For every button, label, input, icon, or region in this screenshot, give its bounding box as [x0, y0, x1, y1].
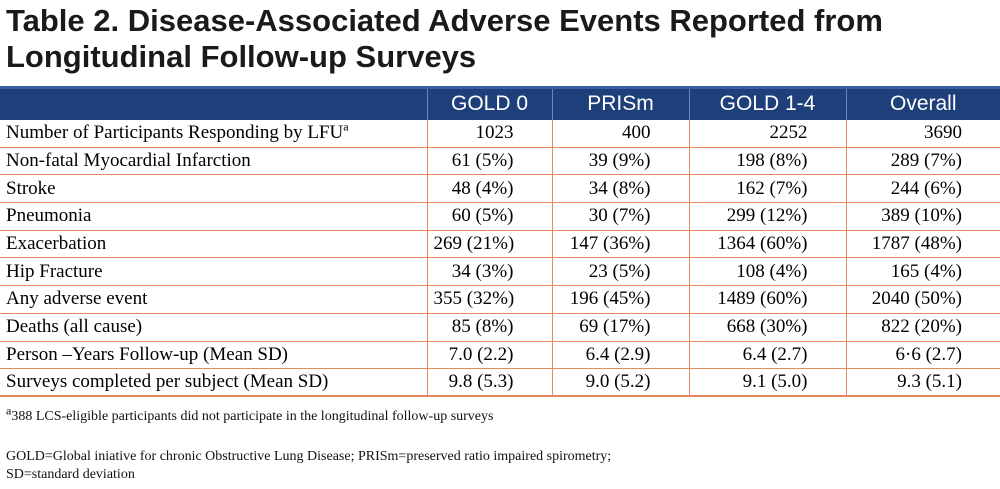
column-header-overall: Overall [845, 87, 1000, 120]
footnote-marker: a [6, 403, 12, 418]
cell-gold0: 34 (3%) [426, 257, 552, 286]
cell-gold0: 60 (5%) [426, 202, 552, 231]
column-header-prism: PRISm [551, 87, 689, 120]
cell-gold0: 7.0 (2.2) [426, 341, 552, 369]
legend-line: GOLD=Global iniative for chronic Obstruc… [6, 449, 612, 464]
cell-prism: 147 (36%) [551, 230, 689, 258]
cell-gold1-4: 6.4 (2.7) [688, 341, 846, 369]
footnote: a388 LCS-eligible participants did not p… [6, 404, 494, 425]
cell-overall: 389 (10%) [845, 202, 1000, 231]
column-header-gold1-4: GOLD 1-4 [688, 87, 846, 120]
row-label: Surveys completed per subject (Mean SD) [6, 371, 329, 393]
cell-gold1-4: 1489 (60%) [688, 285, 846, 314]
cell-gold1-4: 2252 [688, 119, 846, 148]
cell-prism: 69 (17%) [551, 313, 689, 341]
cell-gold0: 355 (32%) [426, 285, 552, 314]
cell-prism: 39 (9%) [551, 147, 689, 175]
cell-gold0: 61 (5%) [426, 147, 552, 175]
table-row: Non-fatal Myocardial Infarction 61 (5%) … [0, 147, 1000, 175]
table-header-row: GOLD 0 PRISm GOLD 1-4 Overall [0, 87, 1000, 120]
cell-prism: 196 (45%) [551, 285, 689, 314]
cell-gold1-4: 1364 (60%) [688, 230, 846, 258]
table-row: Person –Years Follow-up (Mean SD) 7.0 (2… [0, 341, 1000, 369]
table-row: Exacerbation 269 (21%) 147 (36%) 1364 (6… [0, 230, 1000, 258]
table-row: Number of Participants Responding by LFU… [0, 119, 1000, 148]
cell-gold0: 269 (21%) [426, 230, 552, 258]
table-row: Hip Fracture 34 (3%) 23 (5%) 108 (4%) 16… [0, 257, 1000, 286]
row-label: Any adverse event [6, 288, 148, 310]
table-row: Surveys completed per subject (Mean SD) … [0, 368, 1000, 397]
row-label: Deaths (all cause) [6, 316, 143, 338]
table-title: Table 2. Disease-Associated Adverse Even… [6, 3, 883, 74]
row-label: Stroke [6, 177, 56, 199]
row-label: Exacerbation [6, 233, 107, 255]
table-row: Stroke 48 (4%) 34 (8%) 162 (7%) 244 (6%) [0, 174, 1000, 203]
cell-gold0: 48 (4%) [426, 174, 552, 203]
cell-prism: 30 (7%) [551, 202, 689, 231]
cell-gold1-4: 9.1 (5.0) [688, 368, 846, 397]
table-row: Deaths (all cause) 85 (8%) 69 (17%) 668 … [0, 313, 1000, 341]
legend-line: SD=standard deviation [6, 467, 135, 482]
cell-gold1-4: 108 (4%) [688, 257, 846, 286]
cell-prism: 23 (5%) [551, 257, 689, 286]
cell-prism: 34 (8%) [551, 174, 689, 203]
cell-gold0: 1023 [426, 119, 552, 148]
footnote-marker: a [343, 119, 349, 134]
row-label-text: Number of Participants Responding by LFU [6, 122, 344, 144]
cell-overall: 289 (7%) [845, 147, 1000, 175]
cell-prism: 9.0 (5.2) [551, 368, 689, 397]
cell-overall: 1787 (48%) [845, 230, 1000, 258]
cell-overall: 9.3 (5.1) [845, 368, 1000, 397]
row-label: Number of Participants Responding by LFU… [0, 120, 427, 148]
cell-overall: 165 (4%) [845, 257, 1000, 286]
cell-overall: 6·6 (2.7) [845, 341, 1000, 369]
cell-overall: 822 (20%) [845, 313, 1000, 341]
adverse-events-table: GOLD 0 PRISm GOLD 1-4 Overall Number of … [0, 86, 1000, 397]
row-label: Pneumonia [6, 205, 92, 227]
column-header-label [0, 88, 427, 120]
cell-prism: 6.4 (2.9) [551, 341, 689, 369]
cell-gold1-4: 668 (30%) [688, 313, 846, 341]
cell-gold1-4: 299 (12%) [688, 202, 846, 231]
row-label: Non-fatal Myocardial Infarction [6, 150, 251, 172]
abbreviation-legend: GOLD=Global iniative for chronic Obstruc… [6, 448, 826, 484]
cell-overall: 3690 [845, 119, 1000, 148]
cell-gold0: 85 (8%) [426, 313, 552, 341]
cell-prism: 400 [551, 119, 689, 148]
cell-gold1-4: 198 (8%) [688, 147, 846, 175]
table-row: Pneumonia 60 (5%) 30 (7%) 299 (12%) 389 … [0, 202, 1000, 231]
row-label: Hip Fracture [6, 260, 103, 282]
cell-overall: 244 (6%) [845, 174, 1000, 203]
row-label: Person –Years Follow-up (Mean SD) [6, 343, 289, 365]
cell-gold1-4: 162 (7%) [688, 174, 846, 203]
footnote-text: 388 LCS-eligible participants did not pa… [11, 409, 494, 424]
cell-overall: 2040 (50%) [845, 285, 1000, 314]
cell-gold0: 9.8 (5.3) [426, 368, 552, 397]
table-row: Any adverse event 355 (32%) 196 (45%) 14… [0, 285, 1000, 314]
column-header-gold0: GOLD 0 [426, 87, 552, 120]
